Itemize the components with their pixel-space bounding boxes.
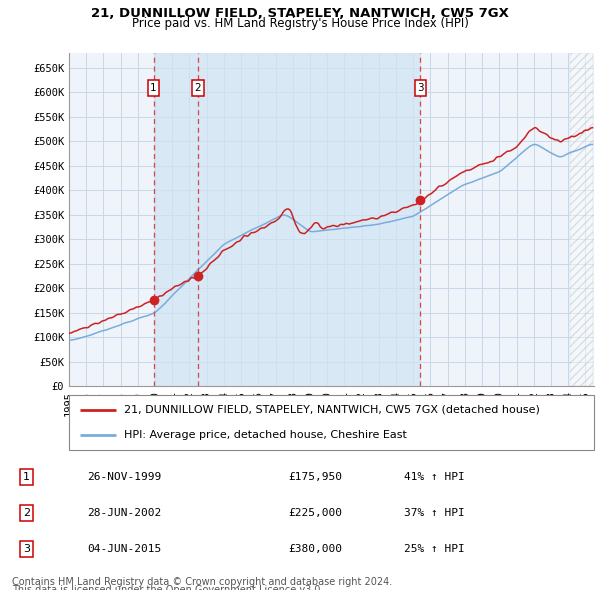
Text: This data is licensed under the Open Government Licence v3.0.: This data is licensed under the Open Gov…: [12, 585, 323, 590]
Text: 26-NOV-1999: 26-NOV-1999: [87, 472, 161, 482]
Text: 37% ↑ HPI: 37% ↑ HPI: [404, 508, 464, 518]
Text: 41% ↑ HPI: 41% ↑ HPI: [404, 472, 464, 482]
Text: HPI: Average price, detached house, Cheshire East: HPI: Average price, detached house, Ches…: [124, 430, 407, 440]
Text: 2: 2: [23, 508, 30, 518]
Text: £225,000: £225,000: [289, 508, 343, 518]
Text: £380,000: £380,000: [289, 544, 343, 554]
Text: 3: 3: [417, 83, 424, 93]
Text: Price paid vs. HM Land Registry's House Price Index (HPI): Price paid vs. HM Land Registry's House …: [131, 17, 469, 30]
Bar: [198, 53, 421, 386]
Bar: [154, 53, 198, 386]
Text: 21, DUNNILLOW FIELD, STAPELEY, NANTWICH, CW5 7GX (detached house): 21, DUNNILLOW FIELD, STAPELEY, NANTWICH,…: [124, 405, 540, 415]
Text: 1: 1: [150, 83, 157, 93]
Text: 2: 2: [194, 83, 201, 93]
Text: 04-JUN-2015: 04-JUN-2015: [87, 544, 161, 554]
Text: Contains HM Land Registry data © Crown copyright and database right 2024.: Contains HM Land Registry data © Crown c…: [12, 577, 392, 587]
Text: 28-JUN-2002: 28-JUN-2002: [87, 508, 161, 518]
Text: 25% ↑ HPI: 25% ↑ HPI: [404, 544, 464, 554]
Text: 3: 3: [23, 544, 30, 554]
FancyBboxPatch shape: [69, 395, 594, 450]
Text: 21, DUNNILLOW FIELD, STAPELEY, NANTWICH, CW5 7GX: 21, DUNNILLOW FIELD, STAPELEY, NANTWICH,…: [91, 7, 509, 20]
Text: 1: 1: [23, 472, 30, 482]
Text: £175,950: £175,950: [289, 472, 343, 482]
